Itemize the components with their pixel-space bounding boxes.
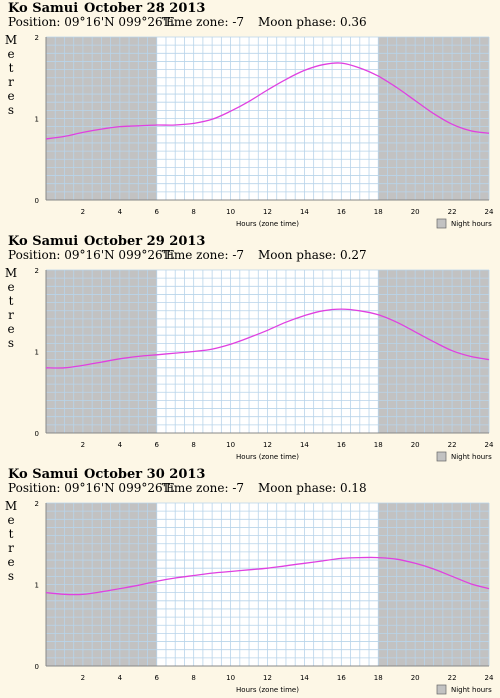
tide-height-line (45, 308, 490, 369)
x-tick-label: 24 (485, 208, 494, 216)
y-tick-label: 0 (35, 197, 39, 205)
x-tick-label: 10 (226, 441, 235, 449)
x-tick-label: 8 (191, 674, 195, 682)
moon-phase-label: Moon phase: 0.18 (258, 481, 367, 495)
position-label: Position: 09°16'N 099°26'E (8, 481, 175, 495)
x-tick-label: 18 (374, 208, 383, 216)
x-tick-label: 14 (300, 674, 309, 682)
place-name: Ko Samui (8, 467, 79, 482)
x-tick-label: 8 (191, 208, 195, 216)
panel-header: Ko Samui October 30 2013 (8, 467, 205, 482)
x-tick-label: 4 (118, 441, 123, 449)
date-label: October 30 2013 (84, 467, 206, 482)
y-tick-label: 0 (35, 430, 39, 438)
tide-panel-oct-29: Ko Samui October 29 2013 Position: 09°16'N… (0, 233, 500, 465)
x-tick-label: 20 (411, 674, 420, 682)
panel-info: Position: 09°16'N 099°26'E Time zone: -7 M… (8, 481, 498, 497)
x-tick-label: 14 (300, 208, 309, 216)
legend-night-swatch (436, 218, 447, 229)
x-tick-label: 4 (118, 674, 123, 682)
x-tick-label: 12 (263, 441, 272, 449)
y-tick-label: 0 (35, 663, 39, 671)
x-tick-label: 16 (337, 674, 346, 682)
position-label: Position: 09°16'N 099°26'E (8, 15, 175, 29)
x-tick-label: 2 (81, 208, 85, 216)
x-axis-label: Hours (zone time) (236, 686, 299, 694)
moon-phase-label: Moon phase: 0.27 (258, 248, 367, 262)
tide-height-line (45, 556, 490, 596)
x-axis-label: Hours (zone time) (236, 220, 299, 228)
legend-night-label: Night hours (451, 686, 492, 694)
x-tick-label: 12 (263, 208, 272, 216)
timezone-label: Time zone: -7 (162, 15, 245, 29)
x-tick-label: 12 (263, 674, 272, 682)
x-tick-label: 24 (485, 441, 494, 449)
y-tick-label: 2 (35, 267, 39, 275)
x-tick-label: 18 (374, 674, 383, 682)
x-tick-label: 16 (337, 441, 346, 449)
x-tick-label: 6 (155, 674, 160, 682)
legend-night-label: Night hours (451, 453, 492, 461)
date-label: October 28 2013 (84, 1, 206, 16)
x-tick-label: 2 (81, 441, 85, 449)
panel-header: Ko Samui October 28 2013 (8, 1, 205, 16)
y-tick-label: 2 (35, 34, 39, 42)
x-tick-label: 22 (448, 208, 457, 216)
x-axis-label: Hours (zone time) (236, 453, 299, 461)
x-tick-label: 24 (485, 674, 494, 682)
legend-night-label: Night hours (451, 220, 492, 228)
place-name: Ko Samui (8, 1, 79, 16)
x-tick-label: 10 (226, 674, 235, 682)
x-tick-label: 6 (155, 208, 160, 216)
tide-panel-oct-28: Ko Samui October 28 2013 Position: 09°16'N… (0, 0, 500, 232)
x-tick-label: 22 (448, 674, 457, 682)
x-tick-label: 2 (81, 674, 85, 682)
y-tick-label: 1 (35, 582, 39, 590)
tide-panel-oct-30: Ko Samui October 30 2013 Position: 09°16'N… (0, 466, 500, 698)
x-tick-label: 16 (337, 208, 346, 216)
legend-night-swatch (436, 451, 447, 462)
place-name: Ko Samui (8, 234, 79, 249)
position-label: Position: 09°16'N 099°26'E (8, 248, 175, 262)
date-label: October 29 2013 (84, 234, 206, 249)
y-tick-label: 1 (35, 349, 39, 357)
x-tick-label: 20 (411, 208, 420, 216)
x-tick-label: 20 (411, 441, 420, 449)
y-tick-label: 1 (35, 116, 39, 124)
timezone-label: Time zone: -7 (162, 248, 245, 262)
panel-info: Position: 09°16'N 099°26'E Time zone: -7 M… (8, 15, 498, 31)
x-tick-label: 18 (374, 441, 383, 449)
moon-phase-label: Moon phase: 0.36 (258, 15, 367, 29)
panel-header: Ko Samui October 29 2013 (8, 234, 205, 249)
tide-height-line (45, 62, 490, 140)
x-tick-label: 10 (226, 208, 235, 216)
panel-info: Position: 09°16'N 099°26'E Time zone: -7 M… (8, 248, 498, 264)
x-tick-label: 6 (155, 441, 160, 449)
x-tick-label: 14 (300, 441, 309, 449)
legend-night-swatch (436, 684, 447, 695)
x-tick-label: 4 (118, 208, 123, 216)
y-tick-label: 2 (35, 500, 39, 508)
timezone-label: Time zone: -7 (162, 481, 245, 495)
x-tick-label: 22 (448, 441, 457, 449)
x-tick-label: 8 (191, 441, 195, 449)
